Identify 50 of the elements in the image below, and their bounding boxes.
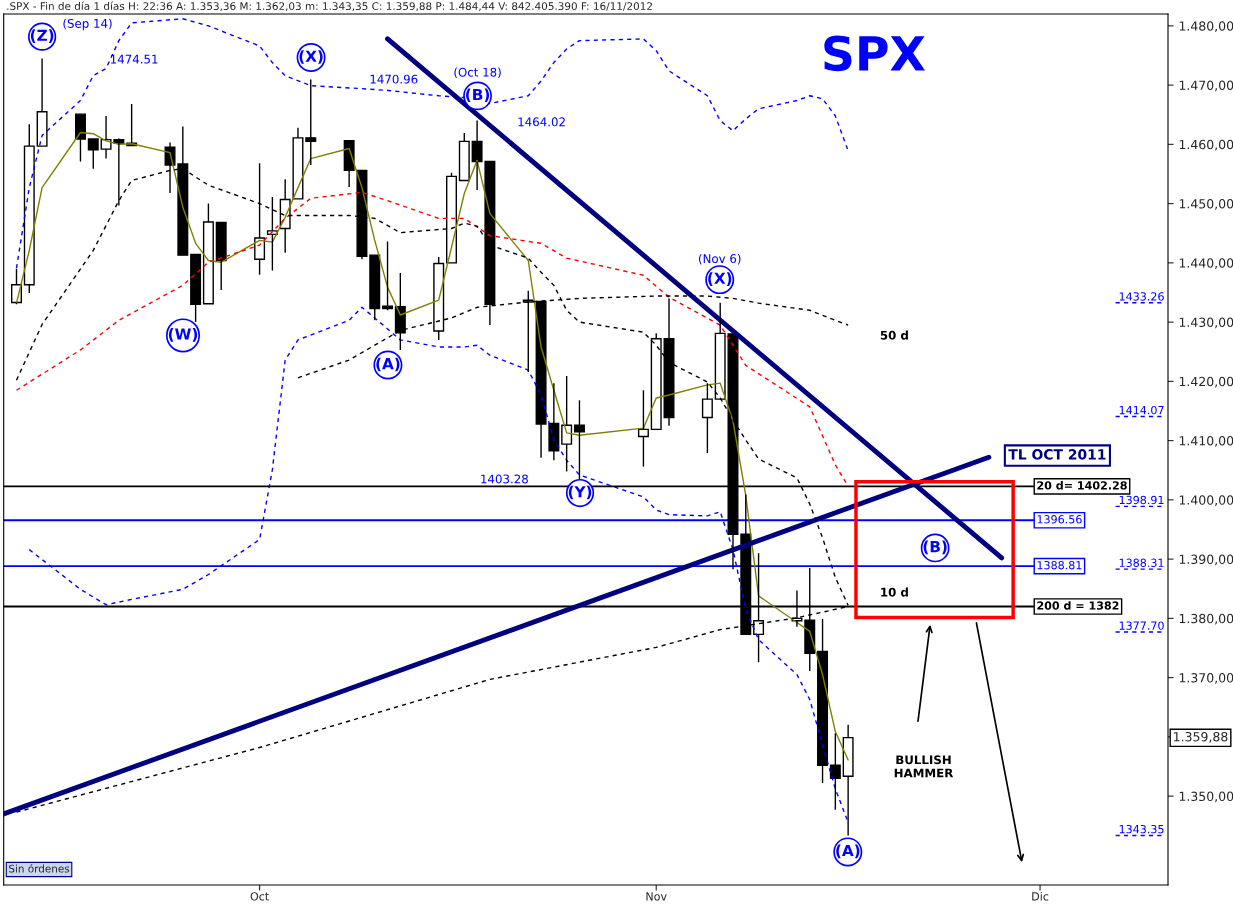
ref-line-label: 1343.35 [1119,824,1164,834]
chart-subtitle: .SPX - Fin de día 1 días H: 22:36 A: 1.353,36 M: 1.362,03 m: 1.343,35 C: 1.359,88 P: 1.484,44 V: 842.405.390 F: 16/11/2012 [7,1,652,12]
annotation: (Y) [568,485,592,500]
annotation: 1403.28 [481,474,528,484]
y-tick-label: 1.470,00 [1179,80,1233,92]
ref-line-label: 1414.07 [1119,405,1164,415]
x-tick-label: Dic [1032,891,1049,901]
annotation: TL OCT 2011 [1008,449,1106,460]
annotation: 1474.51 [110,54,158,64]
y-tick-label: 1.420,00 [1179,376,1233,388]
annotation: BULLISH HAMMER [894,755,954,778]
x-tick-label: Nov [646,892,667,901]
annotation: 1464.02 [518,117,565,127]
annotation: 10 d [881,587,908,597]
chart-title: SPX [824,35,925,72]
y-tick-label: 1.350,00 [1179,791,1233,803]
y-tick-label: 1.370,00 [1179,673,1233,684]
annotation: 50 d [880,330,908,340]
text: 1.359,88 [1174,731,1228,743]
x-tick-label: Oct [250,892,269,901]
annotation: (W) [168,328,198,342]
y-tick-label: 1.480,00 [1179,21,1233,33]
ref-line-label: 1377.70 [1119,621,1164,630]
y-tick-label: 1.450,00 [1179,199,1233,210]
annotation: (A) [376,357,400,372]
ref-line-label: 1398.91 [1119,495,1164,505]
y-tick-label: 1.430,00 [1179,317,1233,329]
annotation: (Z) [30,29,54,43]
annotation: (B) [923,540,947,555]
annotation: Sin órdenes [9,864,70,873]
annotation: 1470.96 [370,74,418,84]
annotation: (X) [708,272,732,286]
y-tick-label: 1.380,00 [1179,613,1233,625]
annotation: (B) [466,88,490,103]
ref-line-label: 200 d = 1382 [1037,601,1119,610]
y-tick-label: 1.410,00 [1179,436,1233,447]
y-tick-label: 1.460,00 [1179,139,1233,151]
y-tick-label: 1.400,00 [1179,495,1233,507]
y-tick-label: 1.440,00 [1179,258,1233,270]
ref-line-label: 1433.26 [1119,292,1164,301]
annotation: (Sep 14) [63,18,112,31]
ref-line-label: 1388.31 [1119,558,1164,567]
annotation: (Oct 18) [454,67,501,79]
annotation: (A) [836,844,860,859]
annotation: (Nov 6) [699,253,741,265]
ref-line-label: 1396.56 [1037,515,1082,524]
ref-line-label: 1388.81 [1037,560,1082,570]
annotation: (X) [299,50,323,64]
y-tick-label: 1.390,00 [1179,554,1233,566]
ref-line-label: 20 d= 1402.28 [1037,480,1127,490]
